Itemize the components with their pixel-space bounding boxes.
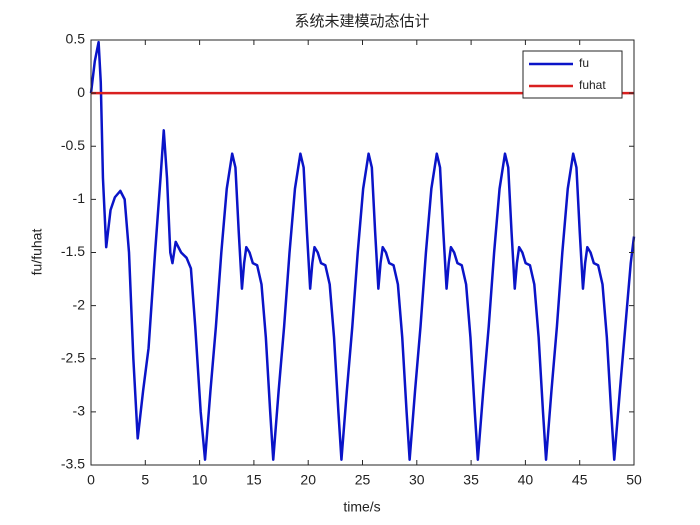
y-tick-label: 0.5: [66, 31, 86, 47]
legend-label: fuhat: [579, 78, 606, 92]
y-tick-label: -1.5: [61, 243, 85, 259]
y-tick-label: -1: [73, 190, 86, 206]
legend-box: [522, 50, 623, 99]
line-fu: [89, 40, 636, 461]
x-tick-label: 0: [87, 472, 95, 488]
x-tick-label: 50: [626, 472, 642, 488]
legend: fu fuhat: [522, 50, 623, 99]
x-tick-label: 30: [409, 472, 425, 488]
x-tick-label: 10: [192, 472, 208, 488]
x-axis-label: time/s: [343, 499, 380, 515]
x-tick-label: 35: [463, 472, 479, 488]
y-axis-label: fu/fuhat: [29, 229, 45, 276]
y-tick-label: -2.5: [61, 349, 85, 365]
y-tick-label: -3: [73, 403, 86, 419]
y-tick-label: -2: [73, 296, 86, 312]
y-tick-label: 0: [77, 84, 85, 100]
y-tick-label: -0.5: [61, 137, 85, 153]
legend-label: fu: [579, 56, 589, 70]
x-tick-label: 15: [246, 472, 262, 488]
plot-area: [91, 40, 634, 465]
x-tick-label: 45: [572, 472, 588, 488]
x-tick-label: 20: [300, 472, 316, 488]
chart-title: 系统未建模动态估计: [294, 13, 429, 30]
x-tick-label: 40: [518, 472, 534, 488]
x-tick-label: 5: [141, 472, 149, 488]
y-tick-label: -3.5: [61, 456, 85, 472]
x-tick-label: 25: [355, 472, 371, 488]
